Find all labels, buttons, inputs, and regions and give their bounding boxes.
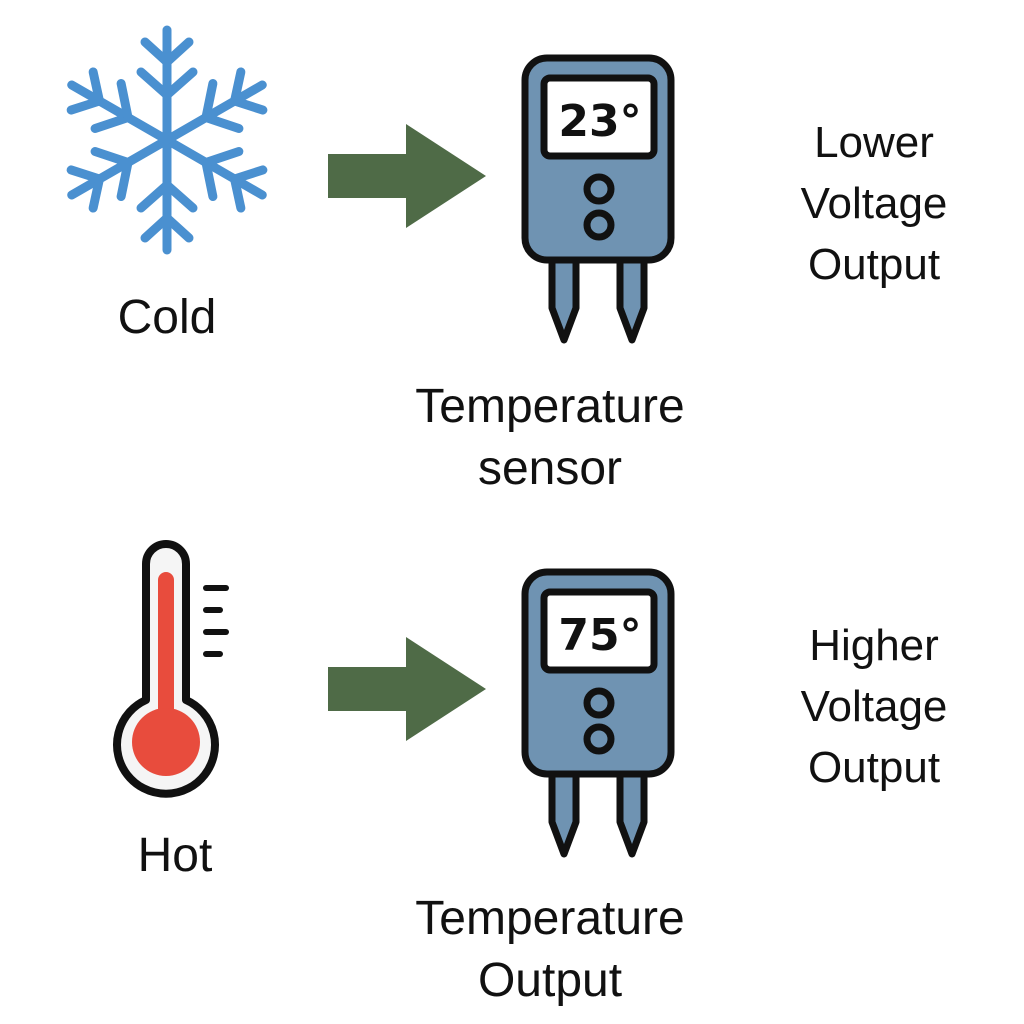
thermometer-icon xyxy=(113,540,229,798)
output-label-higher-line3: Output xyxy=(807,743,941,792)
arrow-right-icon xyxy=(328,637,486,741)
sensor-caption-cold-line1: Temperature xyxy=(415,380,685,433)
output-label-higher-line2: Voltage xyxy=(800,682,948,731)
sensor-device-icon xyxy=(521,54,675,344)
sensor-device-icon xyxy=(521,568,675,858)
sensor-reading-cold: 23° xyxy=(558,96,642,147)
output-label-higher: Higher Voltage Output xyxy=(782,615,966,798)
output-label-higher-line1: Higher xyxy=(809,621,939,670)
sensor-caption-hot-line1: Temperature xyxy=(415,892,685,945)
sensor-reading-hot: 75° xyxy=(558,610,642,661)
output-label-lower: Lower Voltage Output xyxy=(782,112,966,295)
condition-label-cold: Cold xyxy=(117,291,217,344)
output-label-lower-line3: Output xyxy=(807,240,941,289)
snowflake-icon xyxy=(62,25,272,260)
condition-label-hot: Hot xyxy=(137,829,213,882)
output-label-lower-line2: Voltage xyxy=(800,179,948,228)
output-label-lower-line1: Lower xyxy=(814,118,934,167)
sensor-caption-cold-line2: sensor xyxy=(477,442,623,495)
sensor-caption-cold: Temperature sensor xyxy=(380,376,720,500)
sensor-caption-hot: Temperature Output xyxy=(380,888,720,1012)
sensor-caption-hot-line2: Output xyxy=(477,954,623,1007)
arrow-right-icon xyxy=(328,124,486,228)
